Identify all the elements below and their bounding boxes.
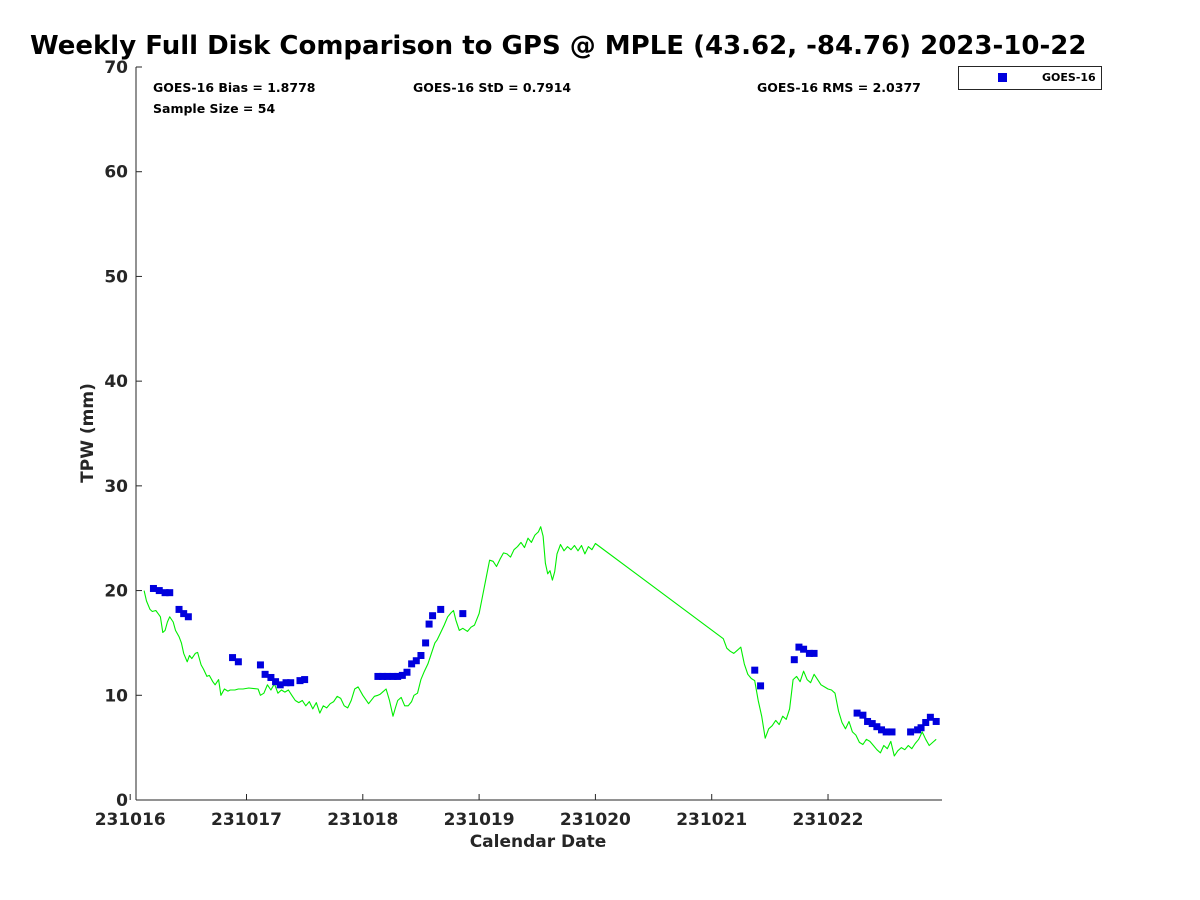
goes-point	[864, 717, 872, 725]
goes-point	[256, 661, 264, 669]
x-tick-label: 231022	[793, 810, 864, 830]
goes-point	[853, 709, 861, 717]
plot-area: 0 10 20 30 40 50 60 70 231016 231017 231018 231019…	[95, 58, 942, 830]
goes-point	[757, 682, 765, 690]
goes-point	[379, 672, 387, 680]
goes-point	[751, 666, 759, 674]
x-tick-label: 231018	[327, 810, 398, 830]
goes-point	[149, 584, 157, 592]
goes-point	[282, 679, 290, 687]
x-tick-label: 231016	[95, 810, 166, 830]
y-ticks: 0 10 20 30 40 50 60 70	[104, 58, 142, 811]
goes-point	[417, 651, 425, 659]
gps-series	[143, 526, 937, 757]
y-tick-label: 40	[104, 372, 128, 392]
legend-box	[958, 66, 1102, 90]
goes-point	[907, 728, 915, 736]
goes-series	[149, 584, 940, 736]
goes-point	[267, 673, 275, 681]
legend: GOES-16	[958, 66, 1102, 90]
goes-point	[180, 610, 188, 618]
goes-point	[161, 589, 169, 597]
goes-point	[166, 589, 174, 597]
goes-point	[429, 612, 437, 620]
goes-point	[374, 672, 382, 680]
x-tick-label: 231021	[676, 810, 747, 830]
y-tick-label: 0	[116, 791, 128, 811]
legend-marker	[998, 73, 1007, 82]
y-tick-label: 70	[104, 58, 128, 78]
goes-point	[873, 723, 881, 731]
goes-point	[437, 605, 445, 613]
x-axis-label: Calendar Date	[470, 832, 607, 852]
x-ticks: 231016 231017 231018 231019 231020 231021 2310…	[95, 794, 864, 830]
goes-point	[795, 643, 803, 651]
goes-point	[810, 649, 818, 657]
goes-point	[790, 656, 798, 664]
goes-point	[301, 676, 309, 684]
goes-point	[389, 672, 397, 680]
goes-point	[184, 613, 192, 621]
gps-line	[143, 526, 937, 757]
chart-title: Weekly Full Disk Comparison to GPS @ MPL…	[30, 31, 1086, 61]
goes-point	[412, 657, 420, 665]
stat-bias: GOES-16 Bias = 1.8778	[153, 80, 315, 95]
goes-point	[878, 726, 886, 734]
goes-point	[398, 671, 406, 679]
y-tick-label: 20	[104, 582, 128, 602]
goes-point	[272, 678, 280, 686]
x-tick-label: 231019	[444, 810, 515, 830]
goes-point	[888, 728, 896, 736]
y-tick-label: 50	[104, 267, 128, 287]
goes-point	[287, 679, 295, 687]
goes-point	[805, 649, 813, 657]
goes-point	[408, 660, 416, 668]
y-tick-label: 60	[104, 163, 128, 183]
goes-point	[868, 720, 876, 728]
goes-point	[882, 728, 890, 736]
goes-point	[229, 654, 237, 662]
goes-point	[932, 717, 940, 725]
goes-point	[917, 724, 925, 732]
goes-point	[926, 713, 934, 721]
stat-std: GOES-16 StD = 0.7914	[413, 80, 571, 95]
y-axis-label: TPW (mm)	[78, 383, 98, 483]
x-tick-label: 231020	[560, 810, 631, 830]
goes-point	[422, 639, 430, 647]
stat-rms: GOES-16 RMS = 2.0377	[757, 80, 921, 95]
goes-point	[276, 681, 284, 689]
goes-point	[394, 672, 402, 680]
goes-point	[155, 587, 163, 595]
goes-point	[459, 610, 467, 618]
goes-point	[403, 668, 411, 676]
y-tick-label: 10	[104, 686, 128, 706]
x-tick-label: 231017	[211, 810, 282, 830]
goes-point	[234, 658, 242, 666]
goes-point	[922, 719, 930, 727]
goes-point	[383, 672, 391, 680]
goes-point	[859, 711, 867, 719]
y-tick-label: 30	[104, 477, 128, 497]
goes-point	[425, 620, 433, 628]
stat-sample-size: Sample Size = 54	[153, 101, 275, 116]
legend-label: GOES-16	[1042, 71, 1096, 84]
goes-point	[800, 645, 808, 653]
goes-point	[261, 670, 269, 678]
goes-point	[175, 605, 183, 613]
goes-point	[296, 677, 304, 685]
